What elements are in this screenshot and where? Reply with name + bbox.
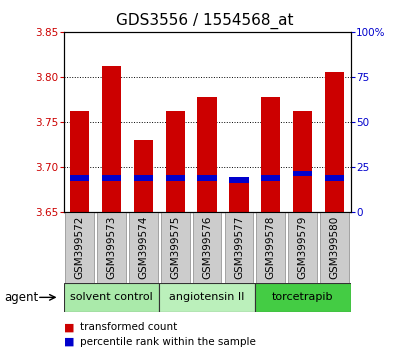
Bar (133, 175, 153, 181)
Text: ■: ■ (63, 322, 74, 332)
Bar (97, 212, 126, 283)
Text: solvent control: solvent control (70, 292, 153, 302)
Bar (229, 183, 248, 212)
Text: GSM399576: GSM399576 (202, 216, 211, 280)
Bar (261, 175, 280, 181)
Bar (324, 73, 343, 212)
Text: torcetrapib: torcetrapib (271, 292, 333, 302)
Bar (197, 97, 216, 212)
Text: GDS3556 / 1554568_at: GDS3556 / 1554568_at (116, 12, 293, 29)
Bar (229, 177, 248, 183)
Text: GSM399579: GSM399579 (297, 216, 307, 280)
Text: GSM399575: GSM399575 (170, 216, 180, 280)
Text: GSM399574: GSM399574 (138, 216, 148, 280)
Text: GSM399580: GSM399580 (329, 216, 339, 279)
Text: GSM399578: GSM399578 (265, 216, 275, 280)
Text: agent: agent (4, 291, 38, 304)
Text: percentile rank within the sample: percentile rank within the sample (80, 337, 255, 347)
Bar (254, 283, 350, 312)
Text: angiotensin II: angiotensin II (169, 292, 244, 302)
Text: ■: ■ (63, 337, 74, 347)
Bar (159, 283, 254, 312)
Text: GSM399573: GSM399573 (106, 216, 116, 280)
Bar (63, 283, 159, 312)
Bar (197, 175, 216, 181)
Text: GSM399577: GSM399577 (234, 216, 243, 280)
Bar (70, 175, 89, 181)
Bar (165, 175, 184, 181)
Bar (165, 111, 184, 212)
Bar (319, 212, 348, 283)
Bar (133, 140, 153, 212)
Bar (288, 212, 316, 283)
Bar (65, 212, 94, 283)
Bar (224, 212, 253, 283)
Bar (292, 111, 312, 212)
Bar (192, 212, 221, 283)
Bar (101, 66, 121, 212)
Bar (256, 212, 285, 283)
Bar (261, 97, 280, 212)
Bar (292, 171, 312, 176)
Text: GSM399572: GSM399572 (74, 216, 84, 280)
Bar (101, 175, 121, 181)
Bar (70, 111, 89, 212)
Bar (324, 175, 343, 181)
Bar (160, 212, 189, 283)
Text: transformed count: transformed count (80, 322, 177, 332)
Bar (128, 212, 157, 283)
